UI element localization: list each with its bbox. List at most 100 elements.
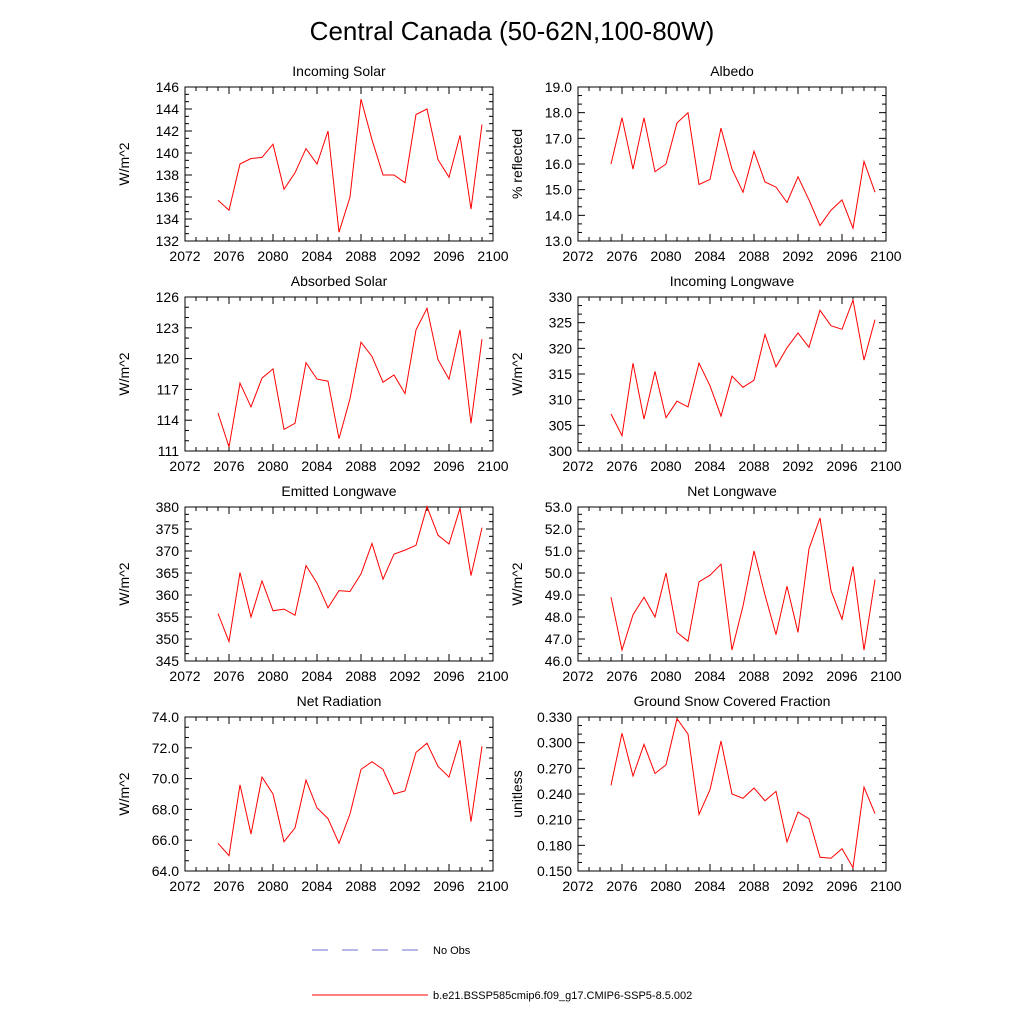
x-tick-label: 2096 xyxy=(826,248,857,264)
y-tick-label: 134 xyxy=(156,211,180,227)
panel-ground-snow-covered-fraction: Ground Snow Covered Fraction unitless 2072… xyxy=(509,693,902,894)
y-tick-label: 0.180 xyxy=(537,837,572,853)
y-tick-label: 305 xyxy=(549,417,573,433)
y-tick-label: 144 xyxy=(156,101,180,117)
series-line xyxy=(610,517,876,652)
x-tick-label: 2072 xyxy=(562,458,593,474)
x-tick-label: 2096 xyxy=(826,458,857,474)
x-tick-label: 2076 xyxy=(213,248,244,264)
y-tick-label: 117 xyxy=(157,381,180,397)
x-tick-label: 2072 xyxy=(562,248,593,264)
panel-albedo: Albedo % reflected 2072 2076 2080 2084 2088 209… xyxy=(509,63,902,264)
y-tick-label: 15.0 xyxy=(545,182,572,198)
y-tick-label: 13.0 xyxy=(545,233,572,249)
y-axis-label: W/m^2 xyxy=(116,772,132,815)
y-tick-label: 126 xyxy=(156,289,180,305)
x-tick-label: 2080 xyxy=(650,248,681,264)
x-tick-label: 2100 xyxy=(870,458,901,474)
x-tick-label: 2096 xyxy=(826,878,857,894)
plot-frame xyxy=(184,296,494,452)
x-tick-label: 2088 xyxy=(738,668,769,684)
panel-title: Incoming Solar xyxy=(292,63,386,79)
x-tick-label: 2088 xyxy=(738,248,769,264)
x-tick-label: 2084 xyxy=(301,668,332,684)
x-tick-label: 2080 xyxy=(257,248,288,264)
x-tick-label: 2080 xyxy=(257,668,288,684)
y-tick-label: 47.0 xyxy=(545,631,572,647)
panel-net-longwave: Net Longwave W/m^2 2072 2076 2080 2084 2088 209… xyxy=(509,483,902,684)
x-tick-label: 2084 xyxy=(694,878,725,894)
x-tick-label: 2096 xyxy=(433,878,464,894)
x-tick-label: 2100 xyxy=(477,458,508,474)
x-tick-label: 2076 xyxy=(606,248,637,264)
x-tick-label: 2100 xyxy=(477,248,508,264)
y-tick-label: 72.0 xyxy=(152,740,179,756)
x-tick-label: 2092 xyxy=(782,668,813,684)
x-tick-label: 2076 xyxy=(606,878,637,894)
y-tick-label: 74.0 xyxy=(152,709,179,725)
x-tick-label: 2096 xyxy=(433,248,464,264)
panel-title: Albedo xyxy=(710,63,754,79)
y-tick-label: 111 xyxy=(158,443,179,459)
y-tick-label: 49.0 xyxy=(545,587,572,603)
y-tick-label: 138 xyxy=(156,167,180,183)
y-tick-label: 0.330 xyxy=(537,709,572,725)
y-tick-label: 320 xyxy=(549,340,573,356)
x-tick-label: 2072 xyxy=(169,458,200,474)
plot-frame xyxy=(577,296,887,452)
series-line xyxy=(610,717,876,870)
x-tick-label: 2088 xyxy=(345,878,376,894)
x-tick-label: 2076 xyxy=(606,668,637,684)
x-tick-label: 2072 xyxy=(169,248,200,264)
x-tick-label: 2088 xyxy=(738,878,769,894)
x-tick-label: 2092 xyxy=(782,458,813,474)
y-tick-label: 345 xyxy=(156,653,180,669)
y-tick-label: 52.0 xyxy=(545,521,572,537)
x-tick-label: 2088 xyxy=(345,668,376,684)
x-tick-label: 2092 xyxy=(389,878,420,894)
y-axis-label: W/m^2 xyxy=(116,142,132,185)
x-tick-label: 2084 xyxy=(694,248,725,264)
x-tick-label: 2084 xyxy=(301,458,332,474)
y-tick-label: 310 xyxy=(549,392,573,408)
plot-frame xyxy=(184,86,494,242)
plot-frame xyxy=(184,716,494,872)
panel-title: Absorbed Solar xyxy=(291,273,388,289)
y-tick-label: 365 xyxy=(156,565,180,581)
panel-title: Emitted Longwave xyxy=(281,483,396,499)
y-tick-label: 140 xyxy=(156,145,180,161)
y-tick-label: 355 xyxy=(156,609,180,625)
y-tick-label: 300 xyxy=(549,443,573,459)
x-tick-label: 2076 xyxy=(213,458,244,474)
x-tick-label: 2088 xyxy=(738,458,769,474)
x-tick-label: 2072 xyxy=(169,668,200,684)
y-tick-label: 19.0 xyxy=(545,79,572,95)
x-tick-label: 2092 xyxy=(782,248,813,264)
y-tick-label: 68.0 xyxy=(152,801,179,817)
x-tick-label: 2100 xyxy=(477,878,508,894)
x-tick-label: 2100 xyxy=(477,668,508,684)
legend-obs-label: No Obs xyxy=(433,945,471,957)
y-tick-label: 136 xyxy=(156,189,180,205)
y-tick-label: 70.0 xyxy=(152,771,179,787)
y-tick-label: 16.0 xyxy=(545,156,572,172)
panel-net-radiation: Net Radiation W/m^2 2072 2076 2080 2084 2088 20… xyxy=(116,693,509,894)
plot-frame xyxy=(184,506,494,662)
x-tick-label: 2092 xyxy=(782,878,813,894)
panel-title: Ground Snow Covered Fraction xyxy=(634,693,831,709)
x-tick-label: 2088 xyxy=(345,458,376,474)
panels: Incoming Solar W/m^2 2072 2076 2080 2084 2088 2… xyxy=(116,63,902,894)
panel-absorbed-solar: Absorbed Solar W/m^2 2072 2076 2080 2084 2088 2… xyxy=(116,273,509,474)
x-tick-label: 2084 xyxy=(694,458,725,474)
y-tick-label: 66.0 xyxy=(152,832,179,848)
plot-frame xyxy=(577,86,887,242)
x-tick-label: 2084 xyxy=(301,878,332,894)
y-tick-label: 17.0 xyxy=(545,130,572,146)
panel-incoming-solar: Incoming Solar W/m^2 2072 2076 2080 2084 2088 2… xyxy=(116,63,509,264)
y-tick-label: 48.0 xyxy=(545,609,572,625)
x-tick-label: 2080 xyxy=(257,878,288,894)
x-tick-label: 2092 xyxy=(389,248,420,264)
panel-title: Net Longwave xyxy=(687,483,777,499)
x-tick-label: 2092 xyxy=(389,668,420,684)
y-tick-label: 114 xyxy=(157,412,180,428)
